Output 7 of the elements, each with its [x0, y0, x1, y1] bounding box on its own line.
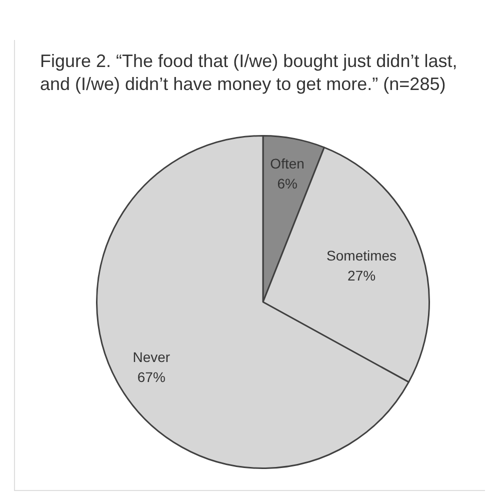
data-label: 6%: [277, 175, 298, 192]
slice-label: Sometimes: [326, 247, 397, 264]
chart-title: Figure 2. “The food that (I/we) bought just didn’t last, and (I/we) didn’t have money to get more.” (n=285): [40, 50, 458, 96]
data-label: 67%: [137, 368, 166, 385]
data-label: 27%: [348, 267, 376, 284]
slice-label: Never: [132, 348, 170, 365]
slice-label: Often: [270, 155, 304, 172]
